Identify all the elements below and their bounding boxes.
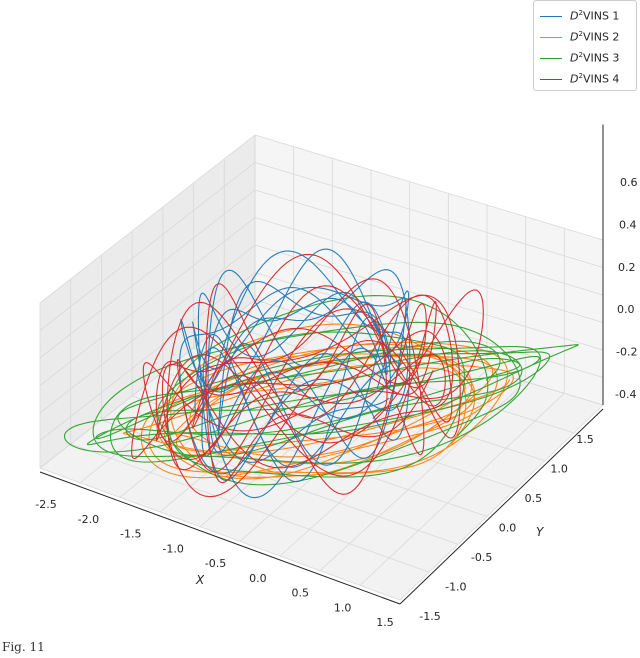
- x-tick-label: 0.5: [292, 587, 310, 600]
- z-tick-label: 0.0: [617, 303, 635, 316]
- left-grid-z: [39, 244, 256, 414]
- legend-swatch: [540, 36, 562, 38]
- x-tick-label: -1.5: [120, 528, 141, 541]
- x-tick-label: 0.0: [249, 572, 267, 585]
- x-tick-label: 1.5: [376, 616, 394, 629]
- back-grid-z: [254, 189, 604, 296]
- series-line-4: [131, 253, 484, 498]
- left-grid-z: [39, 299, 256, 469]
- z-tick-label: -0.2: [616, 346, 637, 359]
- left-grid-z: [39, 134, 256, 304]
- back-grid-z: [254, 299, 604, 406]
- floor-grid-y: [70, 443, 430, 573]
- back-grid-z: [254, 134, 604, 241]
- z-tick-label: 0.6: [620, 176, 638, 189]
- figure-caption: Fig. 11: [2, 640, 45, 654]
- x-tick-label: -2.5: [35, 498, 56, 511]
- legend-label: D2VINS 2: [570, 30, 620, 44]
- legend-swatch: [540, 15, 562, 17]
- tick-labels: -2.5 -2.0 -1.5 -1.0 -0.5 0.0 0.5 1.0 1.5 -1.5 -1.0…: [35, 176, 637, 629]
- z-tick-label: 0.2: [618, 261, 636, 274]
- legend-label: D2VINS 1: [570, 9, 620, 23]
- floor-grid-x: [319, 381, 526, 571]
- back-grid-z: [254, 272, 604, 378]
- y-tick-label: -0.5: [471, 551, 492, 564]
- floor-grid-y: [39, 467, 401, 601]
- legend-label: D2VINS 4: [570, 72, 620, 86]
- floor-grid-x: [399, 404, 604, 601]
- left-grid-z: [39, 217, 256, 386]
- floor-grid-y: [224, 323, 575, 434]
- floor-grid-x: [359, 393, 565, 586]
- legend-item: D2VINS 1: [540, 6, 619, 26]
- back-grid-z: [254, 217, 604, 323]
- x-tick-label: -2.0: [78, 513, 99, 526]
- legend-item: D2VINS 3: [540, 48, 619, 68]
- left-grid-z: [39, 162, 256, 331]
- y-tick-label: -1.5: [419, 610, 440, 623]
- x-axis-line: [39, 471, 401, 605]
- y-axis-label: Y: [536, 525, 545, 539]
- legend-item: D2VINS 2: [540, 27, 619, 47]
- back-grid-z: [254, 162, 604, 268]
- legend-label: D2VINS 3: [570, 51, 620, 65]
- y-tick-label: 0.5: [525, 492, 543, 505]
- left-grid-z: [39, 189, 256, 359]
- y-tick-label: 1.0: [550, 463, 568, 476]
- floor-grid-y: [101, 419, 459, 545]
- x-tick-label: 1.0: [334, 601, 352, 614]
- y-tick-label: 1.5: [576, 433, 594, 446]
- floor-grid-y: [193, 347, 546, 462]
- z-tick-label: -0.4: [615, 388, 636, 401]
- z-tick-label: 0.4: [619, 218, 637, 231]
- series-layer: [63, 248, 579, 499]
- x-tick-label: -1.0: [162, 542, 183, 555]
- legend-swatch: [540, 57, 562, 59]
- y-tick-label: -1.0: [445, 581, 466, 594]
- x-axis-label: X: [195, 573, 205, 587]
- legend-swatch: [540, 78, 562, 80]
- legend-item: D2VINS 4: [540, 69, 619, 89]
- legend: D2VINS 1 D2VINS 2 D2VINS 3 D2VINS 4: [533, 0, 637, 91]
- y-tick-label: 0.0: [499, 522, 517, 535]
- y-axis-line: [399, 408, 604, 605]
- left-grid-z: [39, 272, 256, 441]
- x-tick-label: -0.5: [205, 557, 226, 570]
